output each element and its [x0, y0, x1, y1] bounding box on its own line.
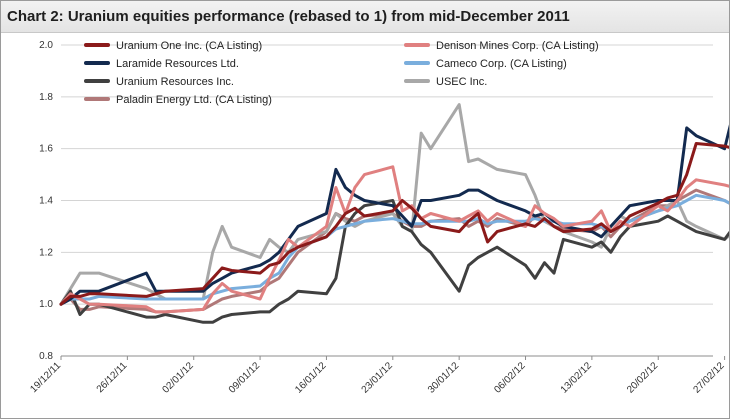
legend-label: Denison Mines Corp. (CA Listing)	[436, 40, 599, 52]
x-tick-label: 16/01/12	[293, 360, 329, 396]
y-tick-label: 1.2	[39, 247, 53, 258]
series-line-1	[59, 165, 729, 314]
legend-label: Uranium One Inc. (CA Listing)	[116, 40, 262, 52]
series-line-3	[59, 193, 729, 306]
y-tick-label: 1.0	[39, 299, 53, 310]
y-tick-label: 1.4	[39, 196, 53, 207]
series-line-0	[59, 142, 729, 306]
y-tick-label: 2.0	[39, 40, 53, 51]
legend-label: Uranium Resources Inc.	[116, 76, 234, 88]
x-tick-label: 13/02/12	[559, 360, 595, 396]
legend-label: Laramide Resources Ltd.	[116, 58, 239, 70]
y-tick-label: 1.6	[39, 144, 53, 155]
legend-label: USEC Inc.	[436, 76, 487, 88]
legend-label: Cameco Corp. (CA Listing)	[436, 58, 567, 70]
x-tick-label: 06/02/12	[492, 360, 528, 396]
y-tick-label: 0.8	[39, 351, 53, 362]
x-tick-label: 09/01/12	[227, 360, 263, 396]
chart-title-bar: Chart 2: Uranium equities performance (r…	[1, 1, 729, 33]
series-line-4	[59, 199, 729, 324]
series-line-5	[59, 103, 729, 306]
line-chart: 0.8 1.0 1.2 1.4 1.6 1.8 2.0 19/12/11 26/12/11 02/…	[28, 40, 729, 396]
x-tick-label: 27/02/12	[691, 360, 727, 396]
x-tick-label: 26/12/11	[95, 360, 130, 395]
x-tick-label: 30/01/12	[426, 360, 462, 396]
series-line-6	[59, 188, 729, 314]
chart-title: Chart 2: Uranium equities performance (r…	[7, 8, 570, 25]
series-line-2	[59, 124, 729, 306]
y-tick-label: 1.8	[39, 92, 53, 103]
legend-label: Paladin Energy Ltd. (CA Listing)	[116, 94, 272, 106]
x-tick-label: 19/12/11	[28, 360, 63, 395]
x-tick-label: 23/01/12	[360, 360, 396, 396]
x-tick-label: 20/02/12	[625, 360, 661, 396]
x-tick-label: 02/01/12	[161, 360, 197, 396]
